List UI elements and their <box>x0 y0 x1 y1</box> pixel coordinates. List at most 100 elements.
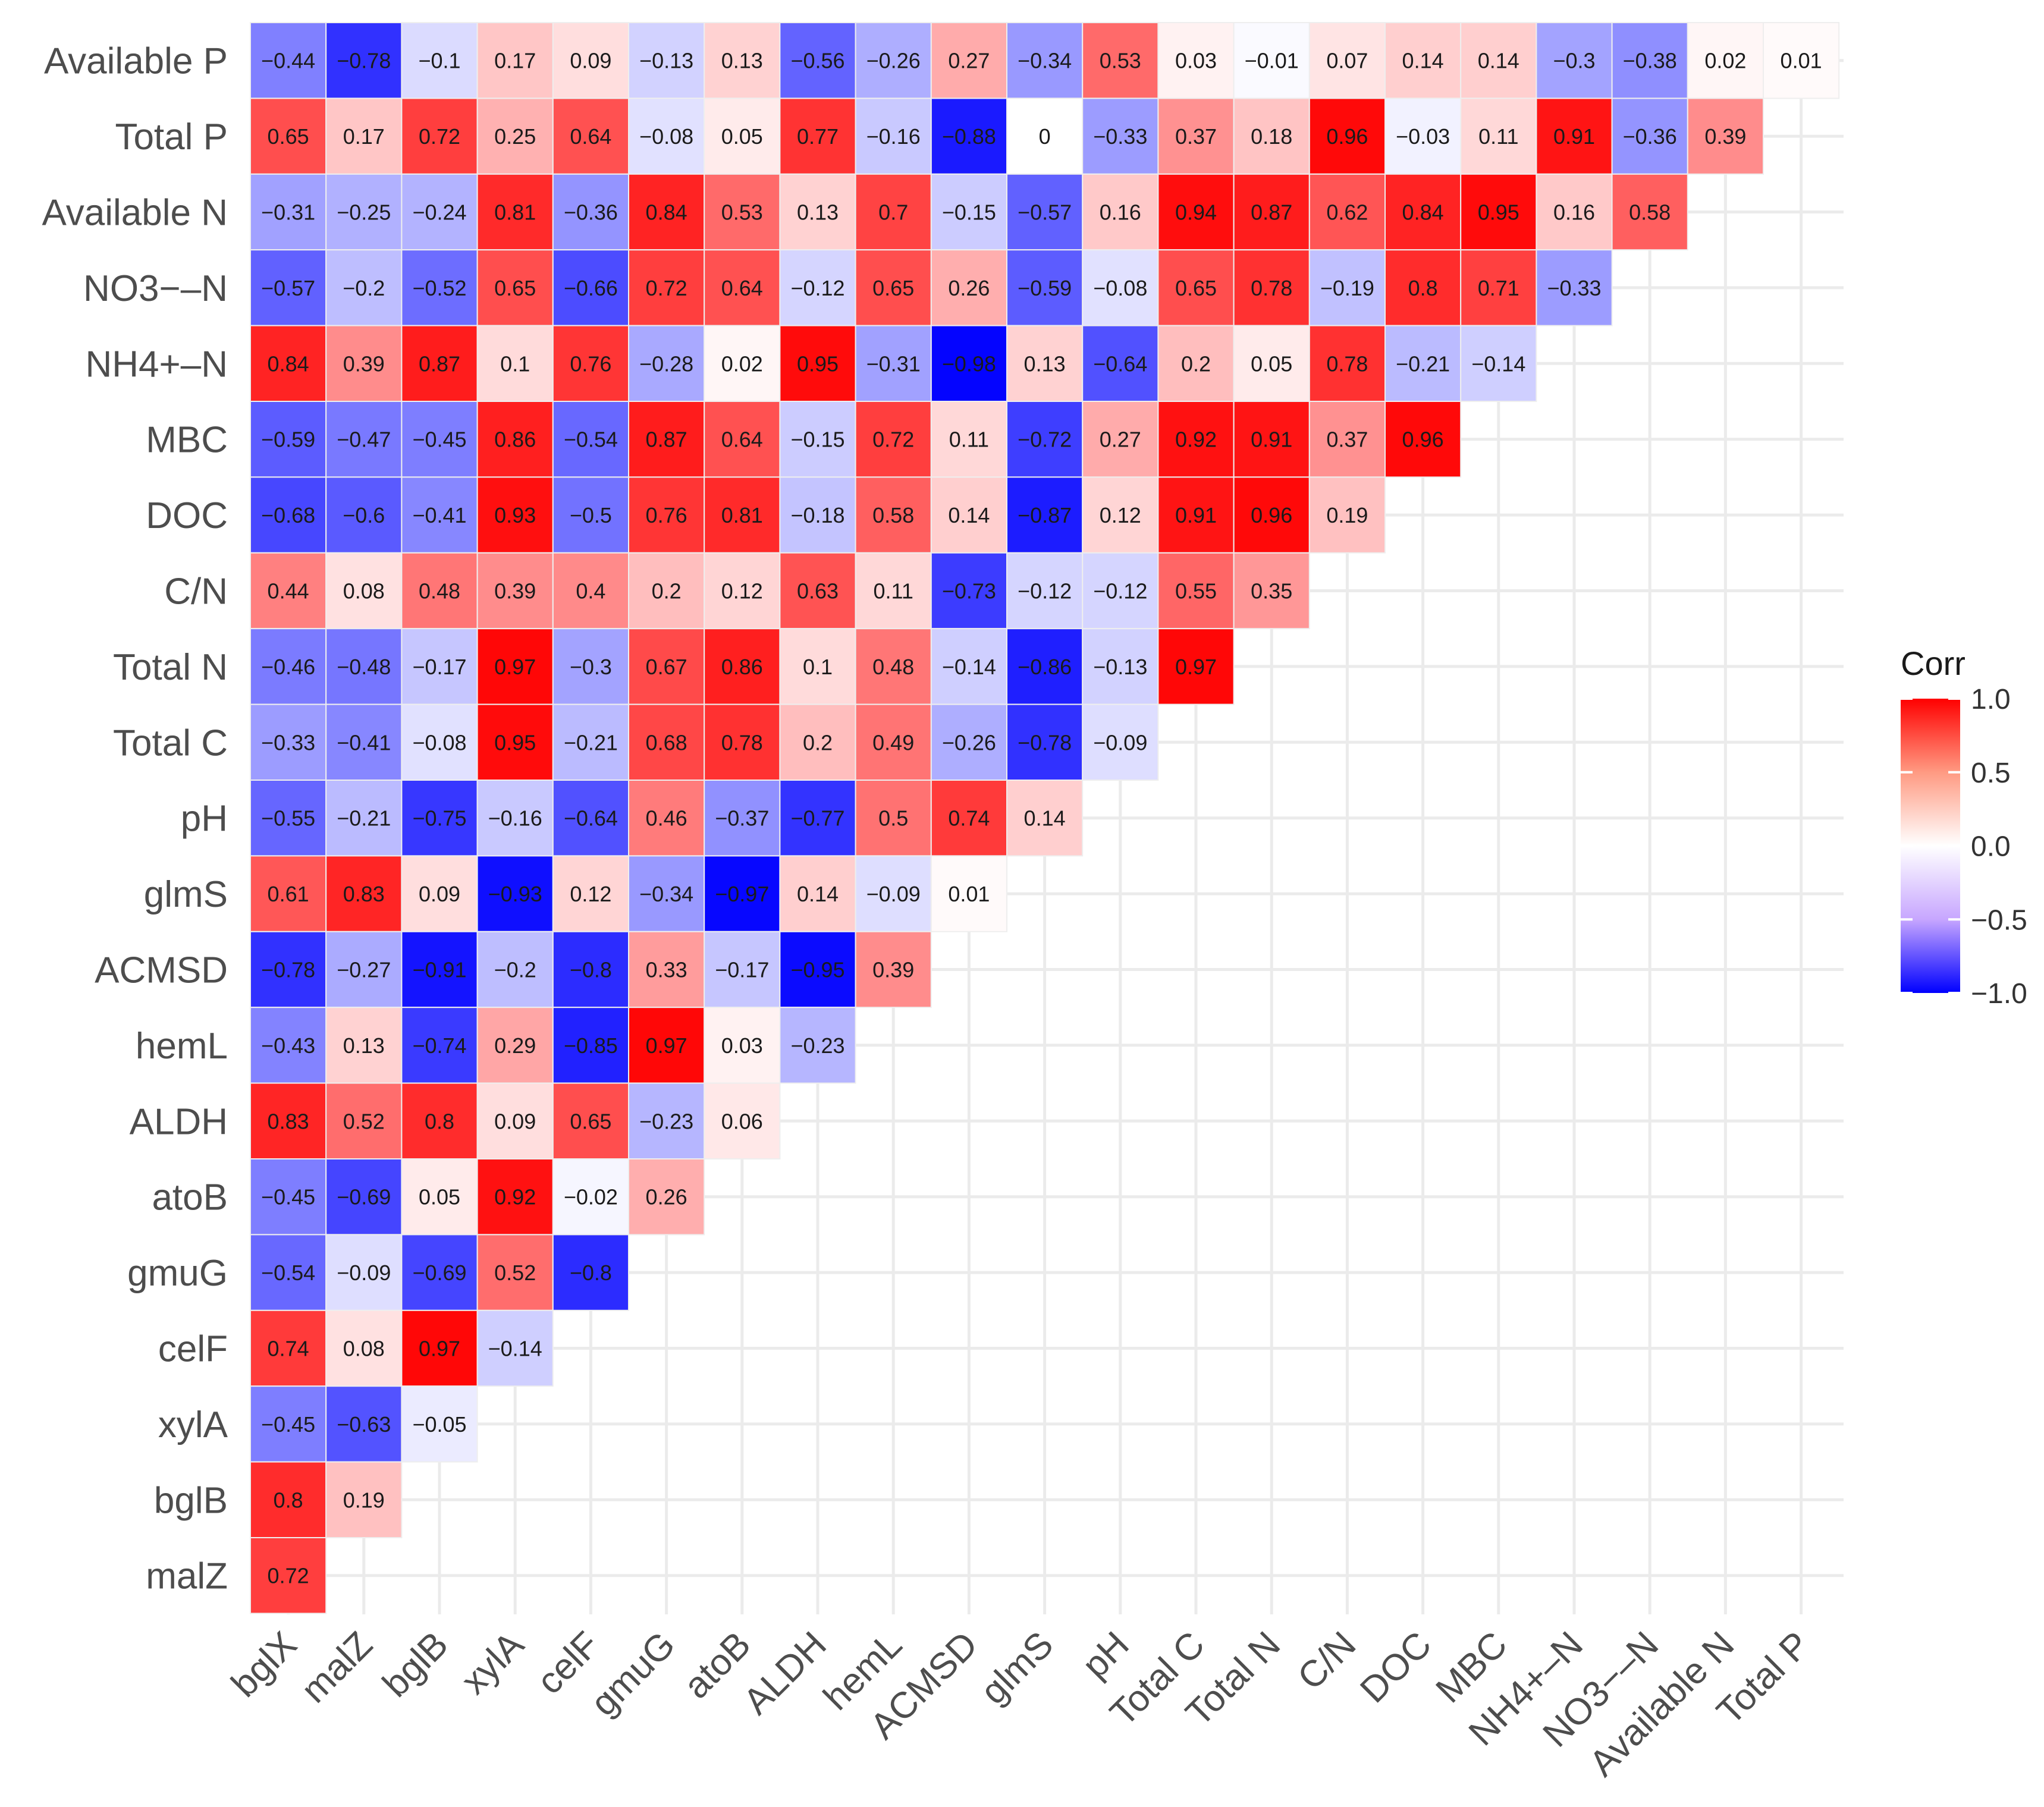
cell-value-label: 0.26 <box>646 1185 687 1209</box>
y-axis-label: xylA <box>158 1404 228 1445</box>
cell-value-label: −0.36 <box>1623 124 1677 149</box>
y-axis-label: celF <box>158 1329 228 1370</box>
cell-value-label: −0.2 <box>343 276 385 300</box>
heatmap-cell <box>476 931 554 1008</box>
heatmap-cell <box>779 703 856 781</box>
legend-tick-label: −1.0 <box>1971 978 2027 1010</box>
heatmap-cell <box>704 855 781 932</box>
cell-value-label: −0.55 <box>261 806 315 831</box>
heatmap-cell <box>1006 552 1084 630</box>
cell-value-label: 0.52 <box>494 1261 536 1285</box>
heatmap-cell <box>1460 22 1537 99</box>
heatmap-cell <box>1384 249 1462 326</box>
cell-value-label: 0.77 <box>797 124 839 149</box>
cell-value-label: 0.12 <box>570 882 611 906</box>
heatmap-cell <box>1082 98 1159 175</box>
y-axis-label: Available P <box>44 41 228 82</box>
heatmap-cell <box>401 552 478 630</box>
heatmap-cell <box>552 173 629 251</box>
heatmap-cell <box>401 325 478 402</box>
cell-value-label: −0.23 <box>790 1033 844 1058</box>
heatmap-cell <box>325 173 403 251</box>
cell-value-label: 0.16 <box>1100 200 1141 225</box>
cell-value-label: 0.67 <box>646 655 687 679</box>
heatmap-cell <box>1082 325 1159 402</box>
cell-value-label: 0.65 <box>494 276 536 300</box>
cell-value-label: 0.65 <box>1175 276 1217 300</box>
heatmap-cell <box>704 401 781 478</box>
cell-value-label: 0.84 <box>1402 200 1444 225</box>
cell-value-label: 0.11 <box>873 579 913 604</box>
cell-value-label: 0.02 <box>1704 49 1746 73</box>
cell-value-label: −0.64 <box>564 806 618 831</box>
heatmap-cell <box>704 476 781 554</box>
heatmap-cell <box>401 401 478 478</box>
heatmap-cell <box>628 476 705 554</box>
cell-value-label: 0.13 <box>343 1033 385 1058</box>
cell-value-label: 0.27 <box>948 49 990 73</box>
cell-value-label: −0.2 <box>494 958 536 982</box>
cell-value-label: −0.59 <box>261 428 315 452</box>
cell-value-label: 0.1 <box>500 351 530 376</box>
heatmap-cell <box>1006 325 1084 402</box>
heatmap-cell <box>250 1309 327 1387</box>
heatmap-cell <box>1460 98 1537 175</box>
cell-value-label: −0.14 <box>488 1337 542 1361</box>
cell-value-label: −0.02 <box>564 1185 618 1209</box>
cell-value-label: −0.44 <box>261 49 315 73</box>
heatmap-cell <box>1082 401 1159 478</box>
heatmap-cell <box>1157 22 1235 99</box>
cell-value-label: 0.2 <box>803 730 833 755</box>
heatmap-cell <box>552 1234 629 1311</box>
cell-value-label: −0.12 <box>1093 579 1147 604</box>
heatmap-cell <box>1384 98 1462 175</box>
cell-value-label: 0.39 <box>872 958 914 982</box>
cell-value-label: −0.18 <box>790 503 844 527</box>
y-axis-label: NO3−–N <box>83 268 228 309</box>
cell-value-label: −0.3 <box>1553 49 1595 73</box>
heatmap-cell <box>1308 249 1386 326</box>
cell-value-label: −0.73 <box>942 579 996 604</box>
cell-value-label: 0.09 <box>494 1109 536 1133</box>
cell-value-label: 0.06 <box>721 1109 763 1133</box>
cell-value-label: 0.8 <box>274 1488 303 1512</box>
cell-value-label: 0.05 <box>419 1185 460 1209</box>
heatmap-cell <box>325 1007 403 1084</box>
heatmap-cell <box>1233 401 1310 478</box>
cell-value-label: −0.31 <box>866 351 921 376</box>
heatmap-cell <box>325 22 403 99</box>
cell-value-label: 0.37 <box>1175 124 1217 149</box>
heatmap-cell <box>401 628 478 705</box>
cell-value-label: 0.76 <box>570 351 611 376</box>
heatmap-cell <box>704 1082 781 1159</box>
cell-value-label: 0.2 <box>1181 351 1211 376</box>
cell-value-label: −0.66 <box>564 276 618 300</box>
heatmap-cell <box>779 401 856 478</box>
cell-value-label: −0.54 <box>261 1261 315 1285</box>
cell-value-label: 0.39 <box>343 351 385 376</box>
heatmap-cell <box>628 401 705 478</box>
heatmap-cell <box>325 249 403 326</box>
cell-value-label: −0.45 <box>261 1185 315 1209</box>
cell-value-label: 0.27 <box>1100 428 1141 452</box>
cell-value-label: 0.81 <box>494 200 536 225</box>
cell-value-label: −0.21 <box>1396 351 1450 376</box>
heatmap-cell <box>552 249 629 326</box>
y-axis-label: malZ <box>146 1556 228 1597</box>
cell-value-label: 0.64 <box>721 276 763 300</box>
cell-value-label: 0.13 <box>797 200 839 225</box>
heatmap-cell <box>250 1158 327 1236</box>
cell-value-label: −0.14 <box>942 655 996 679</box>
cell-value-label: −0.59 <box>1018 276 1072 300</box>
heatmap-cell <box>552 1007 629 1084</box>
heatmap-cell <box>250 1537 327 1614</box>
heatmap-cell <box>325 1461 403 1539</box>
cell-value-label: 0.16 <box>1553 200 1595 225</box>
cell-value-label: 0.19 <box>343 1488 385 1512</box>
y-axis-label: glmS <box>144 874 228 915</box>
heatmap-cell <box>779 325 856 402</box>
heatmap-cell <box>401 22 478 99</box>
cell-value-label: 0.08 <box>343 1337 385 1361</box>
cell-value-label: −0.12 <box>790 276 844 300</box>
heatmap-cell <box>704 628 781 705</box>
